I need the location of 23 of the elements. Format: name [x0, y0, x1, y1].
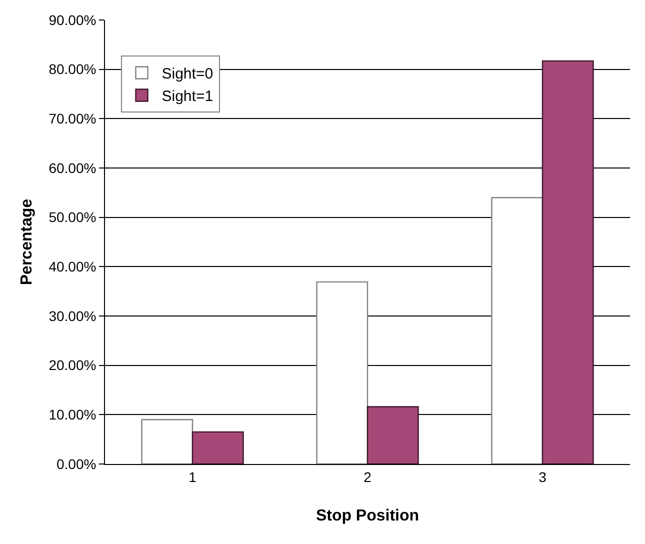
x-tick-label: 1 — [188, 468, 197, 485]
y-tick-label: 20.00% — [48, 357, 96, 374]
bar — [366, 406, 419, 464]
y-tick-label: 80.00% — [48, 61, 96, 78]
y-tick-label: 60.00% — [48, 160, 96, 176]
bar — [491, 197, 544, 464]
bar — [542, 60, 594, 464]
y-tick-label: 70.00% — [48, 110, 96, 127]
y-tick-label: 40.00% — [48, 258, 96, 275]
y-tick-label: 30.00% — [48, 308, 96, 324]
x-tick-label: 2 — [364, 468, 372, 485]
legend-label: Sight=1 — [162, 88, 214, 106]
bar — [141, 419, 194, 464]
bar — [316, 281, 368, 464]
y-tick-label: 50.00% — [48, 209, 96, 226]
x-axis-title: Stop Position — [316, 508, 420, 524]
y-tick-label: 0.00% — [56, 456, 96, 472]
legend-label: Sight=0 — [162, 66, 214, 83]
y-axis-title: Percentage — [18, 198, 36, 286]
y-tick-label: 10.00% — [48, 406, 96, 423]
y-tick-label: 90.00% — [48, 12, 96, 28]
bar — [192, 431, 244, 464]
x-tick-label: 3 — [538, 468, 547, 485]
